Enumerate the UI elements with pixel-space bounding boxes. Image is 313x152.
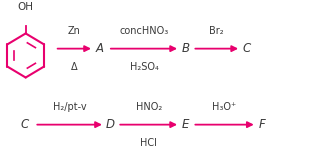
Text: Δ: Δ — [71, 62, 78, 72]
Text: F: F — [259, 118, 266, 131]
Text: A: A — [95, 42, 104, 55]
Text: H₂SO₄: H₂SO₄ — [130, 62, 158, 72]
Text: H₂/pt-v: H₂/pt-v — [53, 102, 86, 112]
Text: B: B — [182, 42, 190, 55]
Text: D: D — [106, 118, 115, 131]
Text: C: C — [243, 42, 251, 55]
Text: E: E — [182, 118, 189, 131]
Text: Zn: Zn — [68, 26, 81, 36]
Text: concHNO₃: concHNO₃ — [119, 26, 169, 36]
Text: OH: OH — [18, 2, 34, 12]
Text: H₃O⁺: H₃O⁺ — [213, 102, 237, 112]
Text: Br₂: Br₂ — [209, 26, 224, 36]
Text: C: C — [20, 118, 28, 131]
Text: HCl: HCl — [140, 138, 157, 148]
Text: HNO₂: HNO₂ — [136, 102, 162, 112]
